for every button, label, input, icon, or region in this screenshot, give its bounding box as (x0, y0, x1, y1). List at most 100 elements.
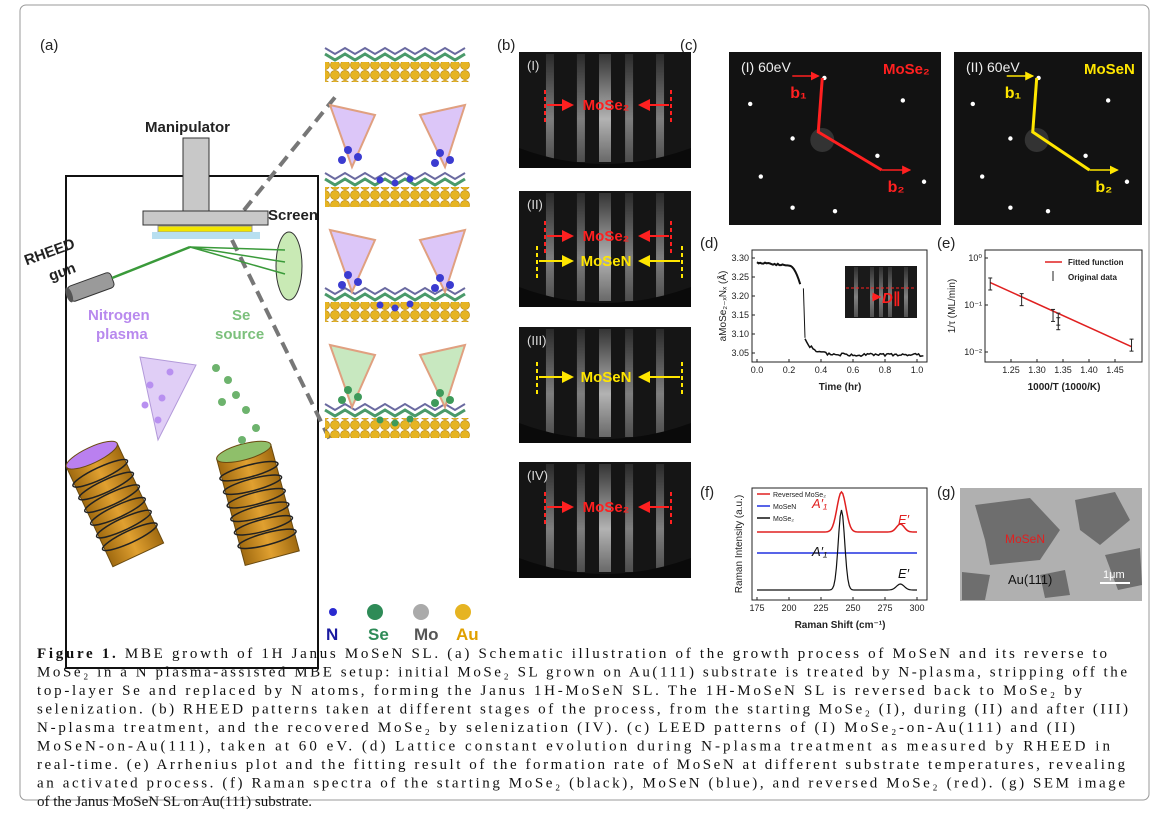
peak-label: A′₁ (811, 496, 827, 511)
leed-spot (748, 102, 752, 106)
y-tick-label: 3.20 (731, 291, 749, 301)
y-axis-label: 1/τ (ML/min) (947, 279, 958, 334)
panel-label: (g) (937, 484, 955, 501)
leed-spot (901, 98, 905, 102)
rheed-streak (546, 329, 554, 437)
atom (338, 396, 346, 404)
atom (407, 176, 414, 183)
electron-beam (112, 247, 190, 278)
atom (436, 149, 444, 157)
label: Nitrogen (88, 307, 150, 324)
label: plasma (96, 326, 148, 343)
leed-spot (1008, 206, 1012, 210)
x-tick-label: 200 (781, 603, 796, 613)
figure: (a)(b)(c)(d)(e)(f)(g)ManipulatorScreenRH… (0, 0, 1171, 823)
rheed-label: MoSe₂ (583, 97, 630, 114)
peak-label: A′₁ (811, 544, 827, 559)
leed-label: (I) 60eV (741, 59, 791, 75)
panel-number: (I) (527, 58, 539, 73)
peak-label: E′ (898, 566, 910, 581)
cone (330, 230, 375, 292)
screen (276, 232, 302, 300)
x-tick-label: 0.2 (783, 365, 796, 375)
vector-label: b₁ (1005, 85, 1022, 102)
rheed-streak (656, 329, 664, 437)
legend-label: N (326, 625, 338, 644)
atom (407, 416, 414, 423)
se-atom (224, 376, 232, 384)
n-atom (142, 402, 149, 409)
caption-text: top-layer Se and replaced by N atoms, fo… (37, 683, 1083, 699)
caption-prefix: Figure 1. (37, 646, 116, 662)
page: Figure 1 html, body { margin: 0; padding… (0, 0, 1171, 823)
x-tick-label: 300 (909, 603, 924, 613)
y-tick-label: 3.25 (731, 272, 749, 282)
atom (392, 420, 399, 427)
caption-line: an activated process. (f) Raman spectra … (37, 776, 1125, 792)
leed-spot (790, 136, 794, 140)
panel-label: (f) (700, 484, 714, 501)
legend-label: Mo (414, 625, 439, 644)
legend-label: Original data (1068, 273, 1117, 282)
label: gun (46, 260, 78, 285)
legend-atom (367, 604, 383, 620)
x-tick-label: 250 (845, 603, 860, 613)
x-tick-label: 0.4 (815, 365, 828, 375)
caption-text: of the Janus MoSeN SL on Au(111) substra… (37, 794, 312, 810)
se-atom (242, 406, 250, 414)
vector-label: b₁ (790, 85, 807, 102)
panel-number: (II) (527, 197, 543, 212)
rheed-streak (599, 464, 611, 572)
x-tick-label: 0.0 (751, 365, 764, 375)
body: { "panel_labels": ["(a)", "(b)", "(c)", … (0, 0, 1171, 823)
atom (344, 271, 352, 279)
leed-spot (790, 206, 794, 210)
rheed-streak (904, 267, 908, 317)
manipulator-head (143, 211, 268, 225)
au-layer (325, 302, 470, 322)
leed-spot (1106, 98, 1110, 102)
vector-label: b₂ (888, 179, 905, 196)
leed-material: MoSeN (1084, 61, 1135, 78)
x-axis-label: 1000/T (1000/K) (1028, 382, 1101, 393)
leed-spot (922, 180, 926, 184)
atom (446, 281, 454, 289)
leed-spot (875, 154, 879, 158)
atom (344, 386, 352, 394)
y-tick-label: 3.05 (731, 348, 749, 358)
label: Screen (268, 207, 318, 224)
rheed-streak (577, 193, 585, 301)
caption-text: MoSeN-on-Au(111), taken at 60 eV. (d) La… (37, 739, 1111, 755)
legend-label: Au (456, 625, 479, 644)
atom (446, 396, 454, 404)
curve (757, 262, 800, 284)
cone (420, 345, 465, 407)
x-axis-label: Time (hr) (819, 382, 862, 393)
rheed-streak (854, 267, 858, 317)
se-atom (212, 364, 220, 372)
inset-label: D∥ (882, 290, 900, 307)
rheed-streak (599, 193, 611, 301)
rheed-streak (577, 464, 585, 572)
legend-label: MoSe₂ (773, 516, 794, 523)
atom (377, 302, 384, 309)
x-tick-label: 275 (877, 603, 892, 613)
caption-line: of the Janus MoSeN SL on Au(111) substra… (37, 794, 312, 810)
panel-number: (IV) (527, 468, 548, 483)
y-tick-label: 10⁻¹ (964, 300, 982, 310)
legend-label: Fitted function (1068, 258, 1124, 267)
x-tick-label: 1.40 (1080, 365, 1098, 375)
rheed-streak (546, 193, 554, 301)
se-atom (232, 391, 240, 399)
atom (354, 393, 362, 401)
caption-line: N-plasma treatment, and the recovered Mo… (37, 720, 1075, 736)
scale-label: 1μm (1103, 569, 1125, 581)
leed-material: MoSe₂ (883, 61, 930, 78)
y-tick-label: 10⁻² (964, 347, 982, 357)
rheed-label: MoSe₂ (583, 499, 630, 516)
source-cell (61, 435, 165, 567)
caption-line: MoSeN-on-Au(111), taken at 60 eV. (d) La… (37, 739, 1111, 755)
caption-text: selenization. (b) RHEED patterns taken a… (37, 702, 1128, 718)
y-tick-label: 3.30 (731, 253, 749, 263)
legend-label: Se (368, 625, 389, 644)
